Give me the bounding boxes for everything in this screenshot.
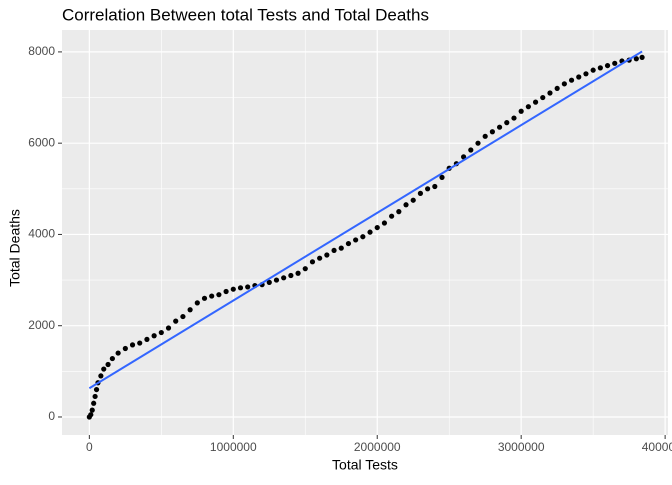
data-point [525,104,531,110]
data-point [389,213,395,219]
data-point [209,293,215,299]
data-point [639,54,645,60]
data-point [417,190,424,196]
data-point [425,186,431,192]
data-point [597,65,603,71]
y-tick-label: 4000 [28,227,55,241]
data-point [367,229,373,235]
data-point [518,108,524,114]
data-point [461,154,467,160]
data-point [532,99,539,105]
x-tick-label: 4000000 [642,440,672,454]
data-point [561,81,567,87]
data-point [101,366,107,372]
data-point [381,220,388,226]
data-point [554,85,560,92]
y-tick-label: 6000 [28,135,55,149]
data-point [223,288,229,295]
data-point [173,318,179,324]
data-point [137,340,143,346]
data-point [89,407,95,413]
data-point [331,247,337,254]
regression-line [88,50,643,390]
data-point [230,286,236,292]
data-point [345,240,352,247]
y-tick-label: 2000 [28,318,55,332]
data-point [93,386,100,393]
data-point [612,60,618,66]
data-point [504,120,510,126]
data-point [245,284,251,290]
data-point [109,355,115,362]
data-point [568,77,575,83]
data-point [511,115,517,121]
data-point [122,345,128,352]
data-point [115,350,121,356]
data-point [360,234,366,240]
data-point [432,183,438,190]
y-tick-label: 8000 [28,44,55,58]
data-point [237,285,244,291]
data-point [403,202,409,208]
x-tick-label: 2000000 [354,440,401,454]
data-point [353,237,359,243]
x-tick-label: 1000000 [210,440,257,454]
y-axis-label: Total Deaths [7,209,23,287]
data-point [295,270,301,276]
data-point [489,129,495,135]
data-point [590,67,596,73]
data-point [633,56,639,62]
data-point [547,90,553,96]
data-point [158,329,164,336]
data-point [374,224,380,231]
data-point [338,245,344,251]
data-point [273,277,280,283]
data-point [144,336,150,342]
data-point [468,147,474,153]
data-point [92,393,98,400]
data-point [439,174,445,180]
data-point [105,361,111,368]
data-point [165,325,172,331]
data-point [482,133,488,139]
data-point [540,94,546,101]
data-point [266,279,272,285]
data-point [604,62,611,69]
data-point [324,252,330,258]
data-point [410,197,416,203]
y-tick-label: 0 [48,409,55,423]
x-tick-label: 3000000 [498,440,545,454]
data-point [576,74,582,80]
data-point [281,275,287,281]
data-point [216,292,222,298]
data-point [496,124,503,130]
data-point [194,300,200,306]
data-point [396,209,402,215]
data-point [187,307,193,313]
data-point [475,140,481,146]
data-point [98,373,104,379]
data-point [129,342,136,348]
data-point [88,412,94,418]
data-point [583,71,589,77]
data-point [309,259,316,265]
data-point [288,272,294,279]
data-point [302,266,308,272]
x-axis-label: Total Tests [332,457,398,473]
data-point [317,255,323,261]
chart-title: Correlation Between total Tests and Tota… [62,5,429,24]
data-point [201,295,208,301]
x-tick-label: 0 [86,440,93,454]
data-point [151,333,157,339]
data-point [91,400,97,406]
data-point [180,313,186,320]
